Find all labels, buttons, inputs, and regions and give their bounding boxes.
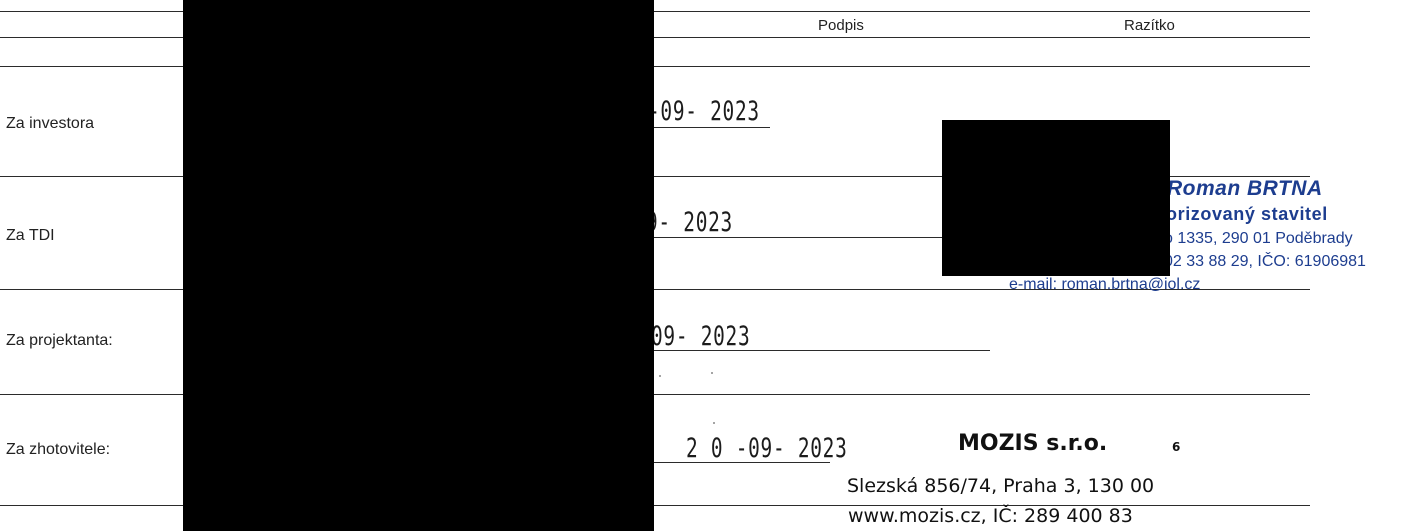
row-label-tdi: Za TDI [6, 227, 55, 244]
date-contractor: 2 0 -09- 2023 [686, 433, 848, 464]
redaction-block [183, 0, 654, 531]
date-tdi: 9- 2023 [646, 207, 733, 238]
rule-line [0, 37, 1310, 38]
stamp-contractor-web: www.mozis.cz, IČ: 289 400 83 [848, 505, 1133, 527]
stamp-contractor-address: Slezská 856/74, Praha 3, 130 00 [847, 475, 1155, 497]
redaction-block [942, 120, 1170, 276]
scan-speck [713, 422, 715, 424]
rule-line [0, 11, 1310, 12]
signature-line [640, 462, 830, 463]
row-label-contractor: Za zhotovitele: [6, 441, 111, 458]
signature-line [640, 237, 1000, 238]
rule-line [0, 289, 1310, 290]
stamp-contractor-number: 6 [1172, 440, 1181, 454]
rule-line [0, 176, 1310, 177]
stamp-contractor-company: MOZIS s.r.o. [958, 431, 1108, 456]
stamp-tdi-address: o 1335, 290 01 Poděbrady [1164, 230, 1353, 247]
rule-line [0, 66, 1310, 67]
scan-speck [659, 375, 661, 377]
header-podpis: Podpis [818, 17, 864, 34]
signature-line [640, 350, 990, 351]
stamp-tdi-email: e-mail: roman.brtna@iol.cz [1009, 276, 1201, 293]
stamp-tdi-name: Roman BRTNA [1167, 177, 1323, 200]
stamp-tdi-title: orizovaný stavitel [1166, 204, 1328, 224]
scan-speck [711, 372, 713, 374]
rule-line [0, 505, 1310, 506]
rule-line [0, 394, 1310, 395]
row-label-investor: Za investora [6, 115, 95, 132]
stamp-tdi-phone-ico: 02 33 88 29, IČO: 61906981 [1164, 253, 1366, 270]
row-label-designer: Za projektanta: [6, 332, 113, 349]
date-investor: -09- 2023 [648, 96, 760, 127]
signature-line [640, 127, 770, 128]
date-designer: 09- 2023 [651, 321, 751, 352]
header-razitko: Razítko [1124, 17, 1175, 34]
